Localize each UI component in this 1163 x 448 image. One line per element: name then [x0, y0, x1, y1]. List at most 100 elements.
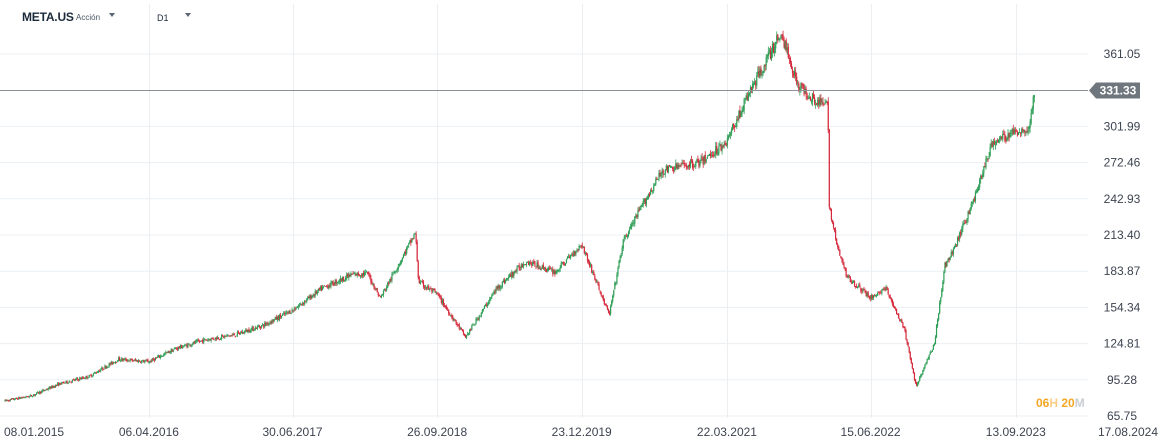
- candle: [237, 330, 240, 334]
- candle: [379, 295, 381, 298]
- candle: [42, 388, 44, 392]
- candle: [297, 304, 299, 310]
- candle: [1006, 136, 1008, 142]
- candle: [904, 326, 906, 333]
- candle: [260, 324, 263, 329]
- candle: [847, 274, 849, 279]
- candle: [116, 359, 119, 363]
- candle: [266, 321, 268, 326]
- candle: [375, 288, 377, 291]
- candle: [1031, 106, 1033, 115]
- candle: [320, 284, 323, 292]
- candle: [168, 350, 170, 354]
- candle: [229, 335, 231, 338]
- candle: [272, 319, 274, 324]
- symbol-dropdown-caret-icon[interactable]: [109, 13, 115, 17]
- candle: [599, 290, 601, 294]
- candle: [452, 315, 454, 322]
- current-price-label-bg: [1089, 82, 1140, 99]
- candle: [26, 396, 28, 398]
- candle: [703, 155, 705, 166]
- candle: [914, 378, 917, 384]
- candle: [311, 295, 313, 299]
- candle: [303, 302, 305, 306]
- candle: [583, 246, 585, 255]
- candle: [550, 266, 552, 270]
- candle: [181, 344, 183, 349]
- candle: [361, 273, 364, 279]
- candle: [367, 271, 369, 275]
- candle: [995, 139, 998, 146]
- candle: [62, 381, 64, 384]
- candle: [201, 340, 203, 342]
- candle: [923, 366, 925, 372]
- candle: [283, 311, 285, 315]
- candle: [164, 351, 166, 356]
- candle: [646, 195, 649, 200]
- candle: [883, 286, 885, 291]
- candle: [296, 305, 298, 309]
- candle: [893, 305, 896, 309]
- candle: [330, 280, 332, 289]
- candle: [23, 396, 25, 398]
- candle: [126, 358, 128, 363]
- candle: [872, 295, 875, 300]
- candle: [990, 139, 992, 149]
- candle: [78, 378, 80, 382]
- candle: [877, 291, 879, 296]
- candle: [98, 369, 100, 374]
- candle: [13, 398, 16, 401]
- candle: [460, 327, 462, 330]
- candle: [981, 174, 983, 180]
- candle: [1005, 135, 1007, 144]
- candle: [358, 273, 360, 277]
- candle: [792, 70, 795, 79]
- candle: [211, 337, 213, 340]
- timeframe-label[interactable]: D1: [157, 13, 169, 23]
- timeframe-dropdown-caret-icon[interactable]: [185, 13, 191, 17]
- candle: [804, 84, 806, 94]
- candle: [879, 291, 881, 296]
- candle: [28, 395, 30, 399]
- candle: [954, 243, 957, 248]
- candle: [484, 303, 487, 307]
- symbol-label[interactable]: META.US: [22, 10, 74, 24]
- candle: [45, 388, 47, 391]
- candle: [754, 78, 756, 85]
- candle: [477, 317, 479, 321]
- candle: [38, 391, 40, 395]
- candle: [812, 89, 815, 99]
- y-tick-label: 213.40: [1104, 228, 1141, 242]
- candle: [1002, 130, 1004, 142]
- candle: [918, 380, 920, 385]
- candle: [917, 381, 919, 387]
- candle: [547, 266, 550, 272]
- candle: [120, 359, 122, 363]
- candle: [350, 271, 352, 278]
- candle: [984, 162, 986, 168]
- candle: [882, 288, 884, 291]
- candle: [580, 244, 582, 249]
- candle: [368, 271, 370, 277]
- candle: [88, 374, 90, 378]
- candle: [653, 183, 655, 194]
- candle: [228, 335, 230, 337]
- candle: [925, 362, 927, 366]
- candle: [865, 290, 867, 297]
- candle: [758, 65, 760, 79]
- candle: [1012, 124, 1014, 135]
- candle: [160, 354, 162, 360]
- candle: [447, 307, 449, 311]
- candle: [523, 264, 526, 266]
- candle: [193, 340, 195, 345]
- candle: [790, 60, 793, 70]
- candle: [91, 375, 93, 378]
- candle: [848, 274, 850, 278]
- candle: [895, 308, 898, 315]
- candle: [737, 115, 739, 121]
- candle: [996, 138, 999, 143]
- candle: [444, 305, 447, 309]
- candle: [962, 221, 964, 233]
- y-tick-label: 361.05: [1104, 47, 1141, 61]
